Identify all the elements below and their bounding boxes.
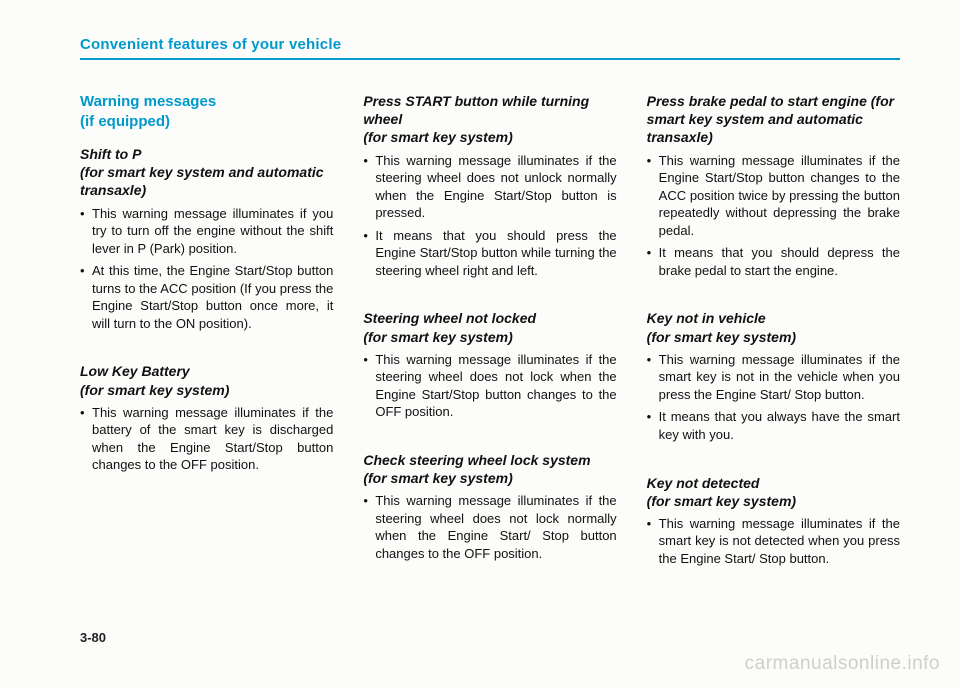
header-rule xyxy=(80,58,900,60)
bullet-text: This warning message illuminates if the … xyxy=(363,492,616,562)
shift-to-p-head: Shift to P (for smart key system and aut… xyxy=(80,145,333,200)
press-start-list: This warning message illuminates if the … xyxy=(363,152,616,280)
bullet-text: It means that you always have the smart … xyxy=(647,408,900,443)
content-columns: Warning messages (if equipped) Shift to … xyxy=(80,92,900,574)
bullet-text: This warning message illuminates if the … xyxy=(647,152,900,240)
steering-not-locked-list: This warning message illuminates if the … xyxy=(363,351,616,421)
bullet-text: At this time, the Engine Start/Stop butt… xyxy=(80,262,333,332)
column-3: Press brake pedal to start engine (for s… xyxy=(647,92,900,574)
bullet-text: This warning message illuminates if the … xyxy=(647,351,900,404)
press-start-head: Press START button while turning wheel (… xyxy=(363,92,616,147)
check-steering-list: This warning message illuminates if the … xyxy=(363,492,616,562)
column-2: Press START button while turning wheel (… xyxy=(363,92,616,574)
bullet-text: It means that you should press the Engin… xyxy=(363,227,616,280)
warning-messages-title: Warning messages (if equipped) xyxy=(80,92,333,131)
key-not-detected-list: This warning message illuminates if the … xyxy=(647,515,900,568)
page-number: 3-80 xyxy=(80,630,106,645)
shift-to-p-list: This warning message illuminates if you … xyxy=(80,205,333,333)
bullet-text: This warning message illuminates if you … xyxy=(80,205,333,258)
key-not-detected-head: Key not detected (for smart key system) xyxy=(647,474,900,510)
bullet-text: It means that you should depress the bra… xyxy=(647,244,900,279)
bullet-text: This warning message illuminates if the … xyxy=(363,351,616,421)
press-brake-head: Press brake pedal to start engine (for s… xyxy=(647,92,900,147)
key-not-in-vehicle-head: Key not in vehicle (for smart key system… xyxy=(647,309,900,345)
chapter-title: Convenient features of your vehicle xyxy=(80,36,900,58)
low-key-battery-list: This warning message illuminates if the … xyxy=(80,404,333,474)
bullet-text: This warning message illuminates if the … xyxy=(647,515,900,568)
column-1: Warning messages (if equipped) Shift to … xyxy=(80,92,333,574)
press-brake-list: This warning message illuminates if the … xyxy=(647,152,900,280)
key-not-in-vehicle-list: This warning message illuminates if the … xyxy=(647,351,900,444)
low-key-battery-head: Low Key Battery (for smart key system) xyxy=(80,362,333,398)
bullet-text: This warning message illuminates if the … xyxy=(80,404,333,474)
watermark: carmanualsonline.info xyxy=(745,653,940,675)
check-steering-head: Check steering wheel lock system (for sm… xyxy=(363,451,616,487)
steering-not-locked-head: Steering wheel not locked (for smart key… xyxy=(363,309,616,345)
bullet-text: This warning message illuminates if the … xyxy=(363,152,616,222)
